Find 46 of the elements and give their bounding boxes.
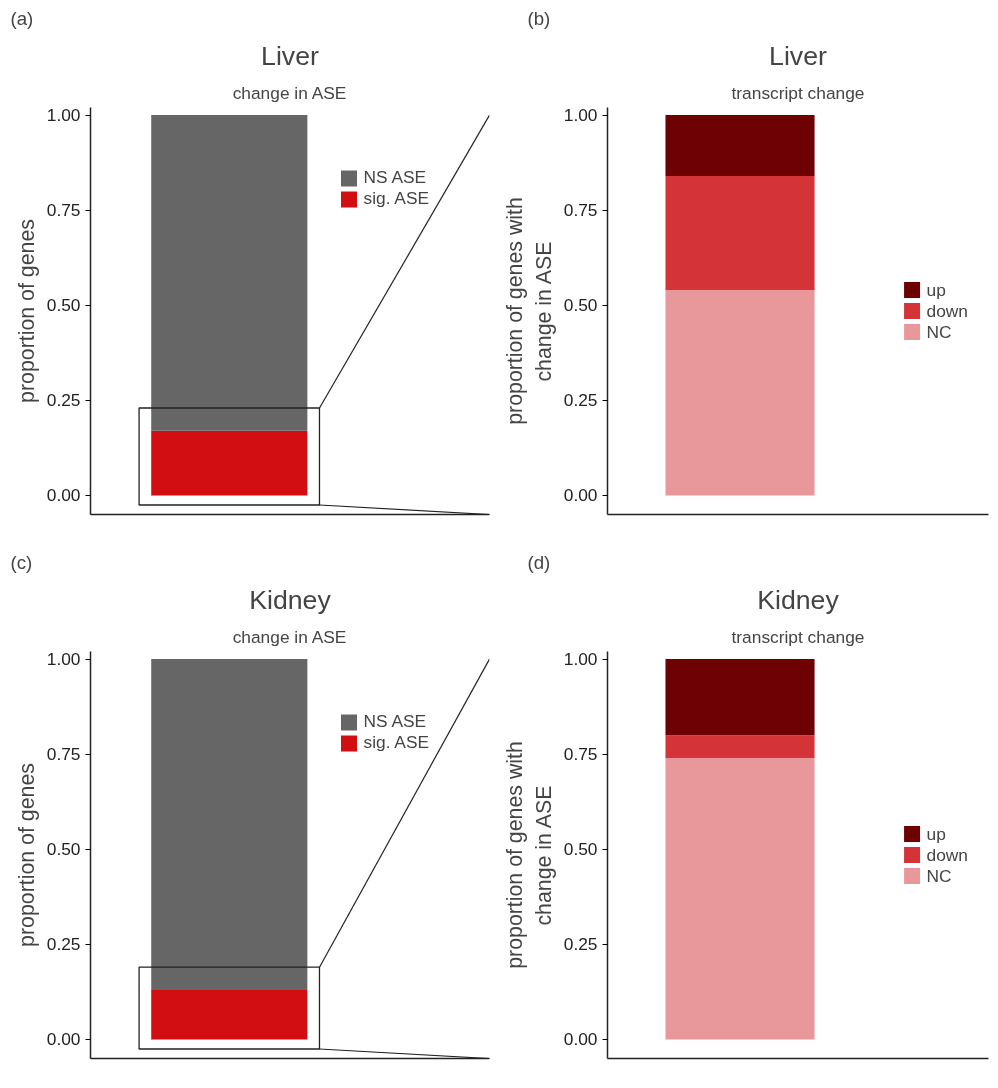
y-axis-title: proportion of genes with change in ASE: [502, 197, 556, 425]
y-tick-label: 0.50: [46, 295, 81, 316]
y-tick-label: 0.75: [46, 200, 81, 221]
y-tick-label: 0.50: [563, 295, 598, 316]
y-tick-label: 1.00: [563, 649, 598, 670]
y-axis-title: proportion of genes: [14, 763, 39, 947]
legend-label: sig. ASE: [363, 188, 429, 209]
chart-title: Kidney: [757, 584, 840, 615]
legend-label: up: [926, 279, 947, 300]
y-tick-label: 1.00: [46, 105, 81, 126]
legend-label: sig. ASE: [363, 732, 429, 753]
y-tick-label: 0.00: [563, 485, 598, 506]
y-tick-label: 0.25: [563, 934, 598, 955]
text: (c): [10, 551, 33, 573]
y-tick-label: 0.75: [46, 744, 81, 765]
y-tick-label: 0.25: [563, 390, 598, 411]
y-tick-label: 0.50: [563, 839, 598, 860]
chart-subtitle: transcript change: [731, 82, 865, 103]
legend-label: up: [926, 823, 947, 844]
chart-title: Kidney: [249, 584, 332, 615]
y-tick-label: 0.00: [46, 1029, 81, 1050]
y-tick-label: 1.00: [46, 649, 81, 670]
legend-label: NC: [926, 321, 952, 342]
y-tick-label: 0.00: [563, 1029, 598, 1050]
chart-title: Liver: [261, 40, 320, 71]
y-tick-label: 0.25: [46, 390, 81, 411]
legend-label: NS ASE: [363, 167, 427, 188]
text: (b): [527, 7, 551, 29]
chart-title: Liver: [769, 40, 828, 71]
y-tick-label: 0.50: [46, 839, 81, 860]
y-axis-title: proportion of genes with change in ASE: [502, 741, 556, 969]
chart-subtitle: transcript change: [731, 626, 865, 647]
y-tick-label: 0.00: [46, 485, 81, 506]
legend-label: NC: [926, 865, 952, 886]
legend-label: down: [926, 300, 968, 321]
text: (d): [527, 551, 551, 573]
y-tick-label: 0.25: [46, 934, 81, 955]
legend-label: down: [926, 844, 968, 865]
y-axis-title: proportion of genes: [14, 219, 39, 403]
text: (a): [10, 7, 34, 29]
y-tick-label: 1.00: [563, 105, 598, 126]
legend-label: NS ASE: [363, 711, 427, 732]
chart-subtitle: change in ASE: [232, 82, 347, 103]
chart-subtitle: change in ASE: [232, 626, 347, 647]
y-tick-label: 0.75: [563, 200, 598, 221]
y-tick-label: 0.75: [563, 744, 598, 765]
